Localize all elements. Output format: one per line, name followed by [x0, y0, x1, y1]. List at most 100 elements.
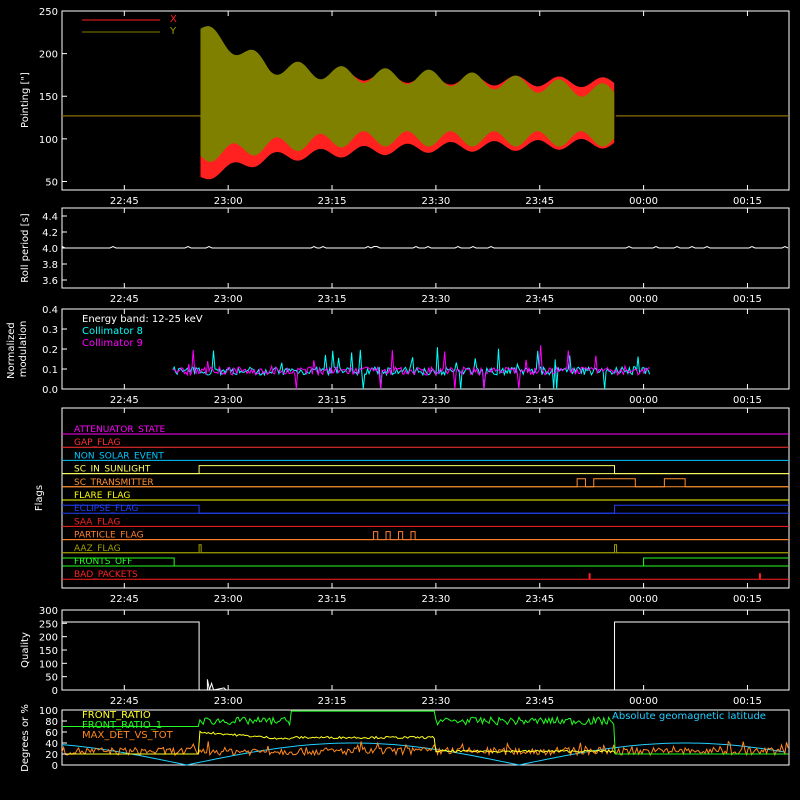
legend-x-label: X [170, 14, 177, 25]
x-tick-label: 23:30 [421, 196, 450, 207]
x-tick-label: 23:45 [525, 594, 554, 605]
y-tick-label: 80 [45, 717, 58, 728]
y-tick-label: 60 [45, 728, 58, 739]
x-tick-label: 23:45 [525, 395, 554, 406]
x-tick-label: 23:45 [525, 294, 554, 305]
flag-label: BAD_PACKETS [74, 570, 138, 580]
y-tick-label: 100 [39, 659, 58, 670]
x-tick-label: 22:45 [110, 395, 139, 406]
x-tick-label: 23:15 [318, 294, 347, 305]
modulation-y-label-line2: modulation [18, 321, 29, 378]
x-tick-label: 22:45 [110, 196, 139, 207]
modulation-c9-line [172, 345, 650, 390]
x-tick-label: 00:15 [733, 196, 762, 207]
y-tick-label: 40 [45, 739, 58, 750]
x-tick-label: 23:15 [318, 594, 347, 605]
x-tick-label: 00:15 [733, 395, 762, 406]
x-tick-label: 23:45 [525, 196, 554, 207]
quality-y-label: Quality [20, 632, 31, 668]
pointing-panel: 250 200 150 100 50 22:45 23:00 23:15 23:30 23:45… [20, 7, 790, 207]
degrees-y-label: Degrees or % [20, 704, 31, 772]
flag-label: SC_IN_SUNLIGHT [74, 465, 151, 475]
y-tick-label: 200 [39, 50, 58, 61]
front-ratio-label: FRONT_RATIO [82, 710, 151, 721]
x-tick-label: 23:30 [421, 395, 450, 406]
energy-band-label: Energy band: 12-25 keV [82, 314, 203, 325]
x-tick-label: 00:15 [733, 696, 762, 707]
x-tick-label: 23:00 [214, 395, 243, 406]
modulation-x-ticks: 22:45 23:00 23:15 23:30 23:45 00:00 00:15 [110, 309, 762, 406]
roll-y-label: Roll period [s] [20, 213, 31, 282]
flag-label: SAA_FLAG [74, 517, 120, 527]
max-det-line [61, 740, 789, 757]
x-tick-label: 00:00 [629, 395, 658, 406]
y-tick-label: 100 [39, 135, 58, 146]
pointing-series [62, 26, 789, 180]
roll-x-ticks: 22:45 23:00 23:15 23:30 23:45 00:00 00:15 [110, 208, 762, 305]
pointing-y-ticks: 250 200 150 100 50 [39, 7, 67, 188]
y-tick-label: 0 [52, 761, 58, 772]
y-tick-label: 3.8 [42, 260, 58, 271]
roll-period-panel: 4.4 4.2 4.0 3.8 3.6 22:45 23:00 23:15 23:30 23:4… [20, 207, 790, 305]
max-det-label: MAX_DET_VS_TOT [82, 730, 174, 741]
pointing-y-envelope [200, 26, 615, 162]
y-tick-label: 0.3 [42, 325, 58, 336]
collimator8-label: Collimator 8 [82, 326, 143, 337]
x-tick-label: 22:45 [110, 294, 139, 305]
x-tick-label: 23:00 [214, 696, 243, 707]
flag-label: AAZ_FLAG [74, 544, 121, 554]
y-tick-label: 0.4 [42, 305, 58, 316]
pointing-x-ticks: 22:45 23:00 23:15 23:30 23:45 00:00 00:15 [110, 11, 762, 207]
x-tick-label: 23:15 [318, 395, 347, 406]
flags-y-label: Flags [34, 485, 45, 511]
x-tick-label: 23:00 [214, 594, 243, 605]
x-tick-label: 00:00 [629, 594, 658, 605]
degrees-series [61, 710, 789, 766]
x-tick-label: 22:45 [110, 696, 139, 707]
roll-period-line [61, 245, 789, 249]
quality-line [62, 621, 789, 691]
flags-x-ticks: 22:45 23:00 23:15 23:30 23:45 00:00 00:15 [110, 408, 762, 605]
x-tick-label: 23:30 [421, 594, 450, 605]
pointing-axes-frame [61, 10, 790, 191]
quality-y-ticks: 300 250 200 150 100 50 0 [39, 606, 67, 697]
roll-y-ticks: 4.4 4.2 4.0 3.8 3.6 [42, 212, 67, 287]
y-tick-label: 150 [39, 92, 58, 103]
modulation-y-ticks: 0.4 0.3 0.2 0.1 0.0 [42, 305, 67, 396]
legend-y-label: Y [169, 26, 177, 37]
flag-label: ECLIPSE_FLAG [74, 504, 138, 514]
flags-panel: ATTENUATOR_STATE GAP_FLAG NON_SOLAR_EVENT S… [34, 407, 790, 605]
x-tick-label: 00:15 [733, 594, 762, 605]
y-tick-label: 200 [39, 633, 58, 644]
flag-state-line [62, 531, 789, 541]
x-tick-label: 22:45 [110, 594, 139, 605]
flag-label: NON_SOLAR_EVENT [74, 451, 164, 461]
x-tick-label: 23:45 [525, 696, 554, 707]
quality-series [62, 621, 789, 691]
y-tick-label: 150 [39, 646, 58, 657]
modulation-y-label: Normalized modulation [6, 319, 29, 379]
x-tick-label: 23:15 [318, 696, 347, 707]
flag-label: ATTENUATOR_STATE [74, 425, 166, 435]
y-tick-label: 250 [39, 619, 58, 630]
y-tick-label: 3.6 [42, 276, 58, 287]
y-tick-label: 250 [39, 7, 58, 18]
front-ratio1-line [62, 710, 789, 755]
flag-label: GAP_FLAG [74, 438, 120, 448]
front-ratio1-label: FRONT_RATIO_1 [82, 720, 162, 731]
x-tick-label: 23:30 [421, 294, 450, 305]
flag-state-line [62, 557, 789, 567]
flag-label: FLARE_FLAG [74, 491, 130, 501]
flag-state-line [62, 465, 789, 475]
flag-label: FRONTS_OFF [74, 557, 132, 567]
y-tick-label: 50 [45, 673, 58, 684]
y-tick-label: 50 [45, 177, 58, 188]
flag-state-line [62, 544, 789, 554]
flag-state-line [62, 504, 789, 514]
flag-label: SC_TRANSMITTER [74, 478, 154, 488]
x-tick-label: 00:00 [629, 696, 658, 707]
x-tick-label: 23:15 [318, 196, 347, 207]
x-tick-label: 23:30 [421, 696, 450, 707]
